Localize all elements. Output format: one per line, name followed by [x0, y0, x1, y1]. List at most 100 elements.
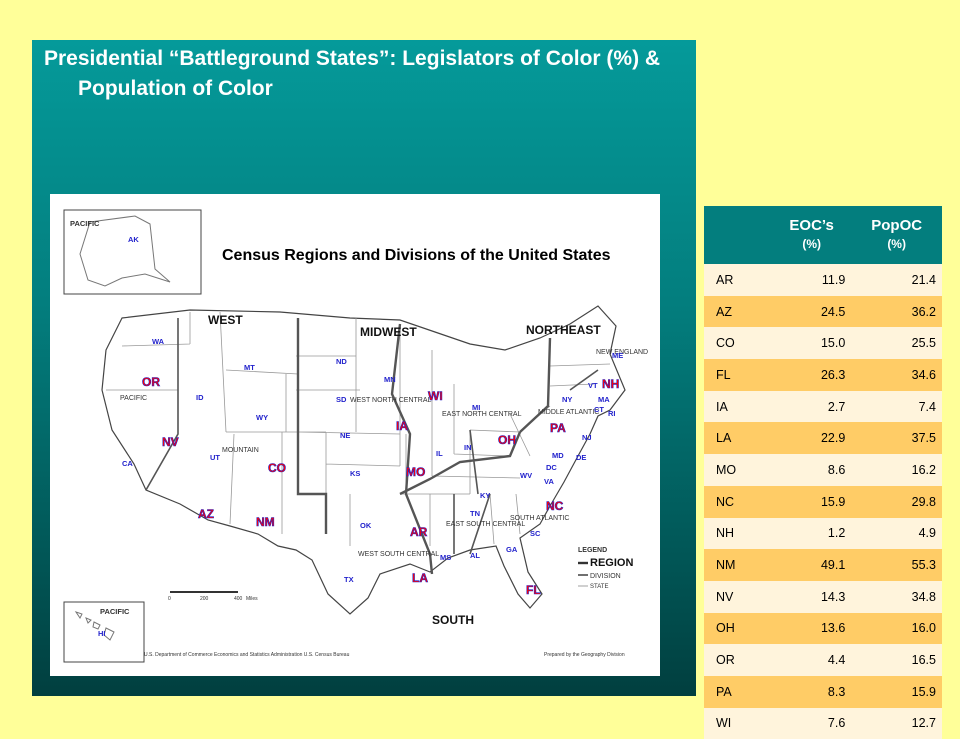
cell-eoc: 15.0 [772, 327, 852, 360]
cell-state: OR [704, 644, 773, 676]
division-mountain: MOUNTAIN [222, 447, 259, 454]
state-label-sc: SC [530, 529, 541, 538]
state-label-md: MD [552, 451, 564, 460]
cell-popoc: 34.6 [851, 359, 942, 391]
cell-state: IA [704, 390, 773, 423]
state-label-nj: NJ [582, 433, 592, 442]
cell-eoc: 49.1 [772, 549, 852, 581]
cell-eoc: 1.2 [772, 517, 852, 550]
state-label-ms: MS [440, 553, 451, 562]
state-label-sd: SD [336, 395, 347, 404]
cell-state: OH [704, 612, 773, 645]
state-label-wi: WI [428, 389, 443, 403]
state-label-id: ID [196, 393, 204, 402]
cell-eoc: 24.5 [772, 295, 852, 328]
state-label-ks: KS [350, 469, 360, 478]
cell-popoc: 25.5 [851, 327, 942, 360]
cell-state: FL [704, 359, 773, 391]
state-label-nm: NM [256, 515, 275, 529]
cell-popoc: 21.4 [851, 264, 942, 296]
table-row: MO 8.6 16.2 [704, 454, 942, 486]
table-row: OR 4.4 16.5 [704, 644, 942, 676]
division-west-south-central: WEST SOUTH CENTRAL [358, 551, 439, 558]
table-row: NC 15.9 29.8 [704, 485, 942, 518]
cell-popoc: 16.2 [851, 454, 942, 486]
cell-eoc: 2.7 [772, 390, 852, 423]
cell-state: CO [704, 327, 773, 360]
cell-popoc: 16.0 [851, 612, 942, 645]
legend-title: LEGEND [578, 547, 607, 554]
state-label-pa: PA [550, 421, 566, 435]
state-label-nc: NC [546, 499, 564, 513]
map-footer-left: U.S. Department of Commerce Economics an… [144, 652, 350, 658]
cell-popoc: 34.8 [851, 580, 942, 613]
state-label-wa: WA [152, 337, 165, 346]
cell-eoc: 7.6 [772, 707, 852, 739]
scale-0: 0 [168, 596, 171, 602]
table-row: FL 26.3 34.6 [704, 359, 942, 391]
division-boundaries [145, 318, 599, 555]
division-middle-atlantic: MIDDLE ATLANTIC [538, 409, 599, 416]
alaska-inset [63, 209, 202, 295]
scale-bar: 0 200 400 Miles [168, 591, 258, 602]
cell-popoc: 4.9 [851, 517, 942, 550]
table-row: WI 7.6 12.7 [704, 707, 942, 739]
table-row: NH 1.2 4.9 [704, 517, 942, 550]
region-west: WEST [208, 313, 243, 327]
cell-state: PA [704, 675, 773, 708]
map-graphic: Census Regions and Divisions of the Unit… [50, 194, 660, 676]
state-label-ny: NY [562, 395, 572, 404]
table-row: CO 15.0 25.5 [704, 327, 942, 360]
cell-state: NM [704, 549, 773, 581]
map-heading: Census Regions and Divisions of the Unit… [222, 247, 611, 264]
cell-eoc: 4.4 [772, 644, 852, 676]
cell-state: NH [704, 517, 773, 550]
table-row: NV 14.3 34.8 [704, 580, 942, 613]
cell-state: WI [704, 707, 773, 739]
division-new-england: NEW ENGLAND [596, 349, 648, 356]
slide-title: Presidential “Battleground States”: Legi… [44, 47, 661, 100]
table-header-row: EOC’s (%) PopOC (%) [704, 206, 942, 264]
table-row: OH 13.6 16.0 [704, 612, 942, 645]
division-west-north-central: WEST NORTH CENTRAL [350, 397, 432, 404]
state-label-mo: MO [406, 465, 425, 479]
alaska-shape [79, 215, 171, 287]
hawaii-shape [74, 611, 115, 641]
cell-eoc: 15.9 [772, 485, 852, 518]
cell-eoc: 8.6 [772, 454, 852, 486]
cell-state: NC [704, 485, 773, 518]
scale-400: 400 [234, 596, 243, 602]
state-label-de: DE [576, 453, 586, 462]
inset-pacific-ak: PACIFIC [70, 219, 100, 228]
state-label-ar: AR [410, 525, 428, 539]
table-row: LA 22.9 37.5 [704, 422, 942, 455]
hawaii-inset [63, 601, 145, 663]
state-label-tx: TX [344, 575, 354, 584]
cell-eoc: 8.3 [772, 675, 852, 708]
map-footer-right: Prepared by the Geography Division [544, 652, 625, 658]
state-label-ia: IA [396, 419, 408, 433]
state-label-dc: DC [546, 463, 557, 472]
state-label-nd: ND [336, 357, 347, 366]
state-label-vt: VT [588, 381, 598, 390]
cell-eoc: 14.3 [772, 580, 852, 613]
state-label-mt: MT [244, 363, 255, 372]
division-pacific: PACIFIC [120, 395, 147, 402]
state-label-fl: FL [526, 583, 541, 597]
state-label-ut: UT [210, 453, 220, 462]
table-row: NM 49.1 55.3 [704, 549, 942, 581]
state-label-az: AZ [198, 507, 214, 521]
division-south-atlantic: SOUTH ATLANTIC [510, 515, 569, 522]
cell-popoc: 12.7 [851, 707, 942, 739]
state-label-wv: WV [520, 471, 532, 480]
division-east-south-central: EAST SOUTH CENTRAL [446, 521, 525, 528]
region-northeast: NORTHEAST [526, 323, 601, 337]
state-label-ak: AK [128, 235, 139, 244]
table-row: AR 11.9 21.4 [704, 264, 942, 296]
region-midwest: MIDWEST [360, 325, 417, 339]
cell-popoc: 29.8 [851, 485, 942, 518]
state-label-wy: WY [256, 413, 268, 422]
legend-state: STATE [590, 584, 608, 590]
cell-popoc: 36.2 [851, 295, 942, 328]
map-legend: LEGEND REGION DIVISION STATE [578, 547, 633, 590]
